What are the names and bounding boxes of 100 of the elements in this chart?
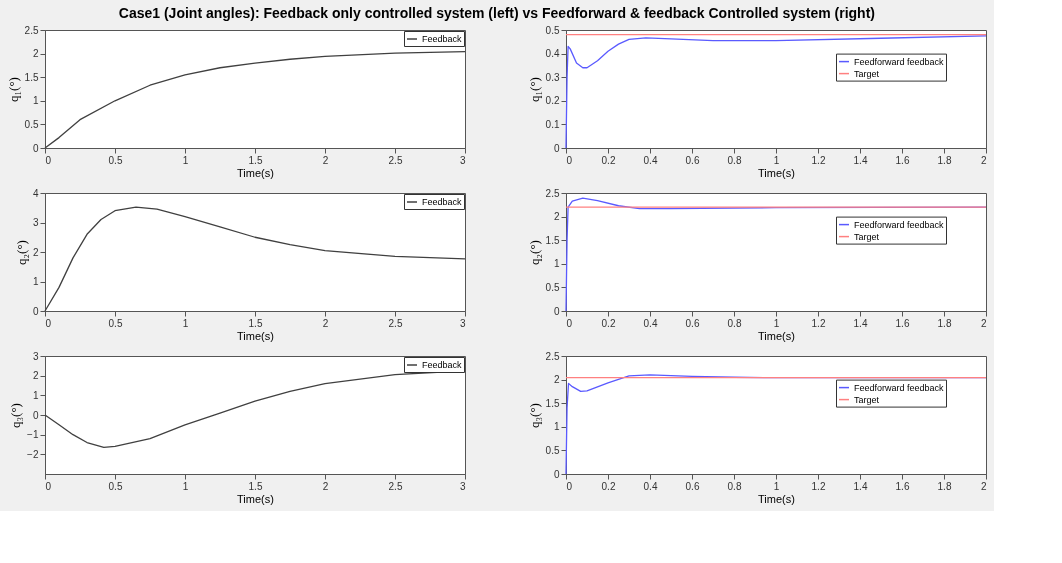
- y-axis-title: q₁(°): [5, 77, 21, 102]
- x-tick-label: 0.5: [108, 480, 123, 492]
- y-tick-label: 1: [553, 258, 560, 270]
- x-tick-label: 1.8: [937, 317, 952, 329]
- y-tick-label: 0.1: [545, 118, 560, 130]
- x-tick-label: 0.4: [643, 317, 658, 329]
- x-tick-label: 1.5: [248, 154, 263, 166]
- y-tick-label: 0.5: [24, 118, 39, 130]
- x-tick-label: 2: [322, 480, 329, 492]
- x-tick-label: 1: [773, 480, 780, 492]
- x-tick-label: 2.5: [388, 317, 403, 329]
- x-tick-label: 0: [566, 317, 573, 329]
- x-axis-title: Time(s): [758, 492, 795, 505]
- x-tick-label: 0.2: [601, 317, 616, 329]
- x-tick-label: 1.8: [937, 480, 952, 492]
- x-tick-label: 1.6: [895, 154, 910, 166]
- y-tick-label: 0.3: [545, 71, 560, 83]
- y-tick-label: −2: [27, 448, 39, 460]
- x-tick-label: 0.4: [643, 480, 658, 492]
- y-tick-label: 2: [553, 211, 560, 223]
- y-tick-label: 0.5: [545, 444, 560, 456]
- x-tick-label: 2: [322, 317, 329, 329]
- y-axis-title: q₂(°): [526, 240, 542, 265]
- x-tick-label: 1.4: [853, 317, 868, 329]
- x-tick-label: 1.4: [853, 480, 868, 492]
- y-tick-label: 1: [32, 389, 39, 401]
- legend-label: Feedforward feedback: [854, 382, 945, 393]
- legend-label: Feedforward feedback: [854, 219, 945, 230]
- y-tick-label: 0.5: [545, 281, 560, 293]
- x-tick-label: 0.2: [601, 154, 616, 166]
- x-tick-label: 1: [773, 317, 780, 329]
- legend-label: Target: [854, 394, 880, 405]
- y-tick-label: 1: [32, 95, 39, 107]
- y-tick-label: 1.5: [545, 397, 560, 409]
- y-tick-label: 3: [32, 217, 39, 228]
- x-tick-label: 0: [566, 480, 573, 492]
- x-axis-title: Time(s): [758, 166, 795, 179]
- x-tick-label: 1.5: [248, 317, 263, 329]
- x-tick-label: 1.2: [811, 317, 826, 329]
- y-tick-label: 4: [32, 187, 39, 199]
- y-axis-title: q₂(°): [13, 240, 29, 265]
- x-tick-label: 1.2: [811, 154, 826, 166]
- y-tick-label: 1: [32, 276, 39, 287]
- x-tick-label: 0.6: [685, 317, 700, 329]
- x-tick-label: 0.5: [108, 154, 123, 166]
- legend-label: Feedback: [422, 34, 463, 44]
- x-tick-label: 0: [45, 154, 52, 166]
- y-tick-label: 0: [32, 142, 39, 154]
- x-tick-label: 1.6: [895, 317, 910, 329]
- y-tick-label: 0: [553, 468, 560, 480]
- y-tick-label: 1: [553, 421, 560, 433]
- y-tick-label: 2.5: [24, 24, 39, 36]
- y-tick-label: 2: [32, 246, 39, 258]
- x-tick-label: 1.6: [895, 480, 910, 492]
- x-axis-title: Time(s): [237, 329, 274, 342]
- line-series: [565, 35, 987, 149]
- x-tick-label: 1: [182, 480, 189, 492]
- y-axis-title: q₃(°): [526, 403, 542, 428]
- x-axis-title: Time(s): [237, 166, 274, 179]
- x-tick-label: 1.4: [853, 154, 868, 166]
- y-tick-label: 2: [32, 370, 39, 382]
- x-tick-label: 2.5: [388, 154, 403, 166]
- y-tick-label: 0: [32, 409, 39, 421]
- x-tick-label: 3: [459, 317, 466, 329]
- x-tick-label: 0: [566, 154, 573, 166]
- x-tick-label: 0.8: [727, 480, 742, 492]
- x-tick-label: 3: [459, 154, 466, 166]
- x-axis-title: Time(s): [237, 492, 274, 505]
- legend-label: Feedforward feedback: [854, 56, 945, 67]
- legend-label: Target: [854, 68, 880, 79]
- x-tick-label: 3: [459, 480, 466, 492]
- y-tick-label: 0.4: [545, 48, 560, 60]
- y-tick-label: 2: [32, 48, 39, 60]
- legend-label: Feedback: [422, 360, 463, 370]
- y-tick-label: 0: [32, 305, 39, 317]
- y-tick-label: 0.5: [545, 24, 560, 36]
- x-tick-label: 2: [322, 154, 329, 166]
- x-tick-label: 2: [980, 480, 987, 492]
- x-tick-label: 1: [182, 154, 189, 166]
- legend-label: Target: [854, 231, 880, 242]
- x-tick-label: 2.5: [388, 480, 403, 492]
- y-tick-label: 0.2: [545, 95, 560, 107]
- x-tick-label: 1: [182, 317, 189, 329]
- y-tick-label: 2.5: [545, 350, 560, 362]
- y-tick-label: 3: [32, 350, 39, 362]
- y-tick-label: 1.5: [545, 234, 560, 246]
- x-tick-label: 0: [45, 480, 52, 492]
- y-tick-label: 2.5: [545, 187, 560, 199]
- y-tick-label: 0: [553, 305, 560, 317]
- line-series: [44, 51, 466, 149]
- x-tick-label: 0.5: [108, 317, 123, 329]
- x-tick-label: 0.8: [727, 154, 742, 166]
- x-tick-label: 0: [45, 317, 52, 329]
- text: Case1 (Joint angles): Feedback only controlled system (left) vs Feedforward & feedback Controlled system (right): [118, 4, 875, 21]
- x-tick-label: 2: [980, 317, 987, 329]
- x-tick-label: 1: [773, 154, 780, 166]
- x-tick-label: 0.8: [727, 317, 742, 329]
- y-tick-label: 0: [553, 142, 560, 154]
- x-tick-label: 0.6: [685, 154, 700, 166]
- y-axis-title: q₃(°): [8, 403, 24, 428]
